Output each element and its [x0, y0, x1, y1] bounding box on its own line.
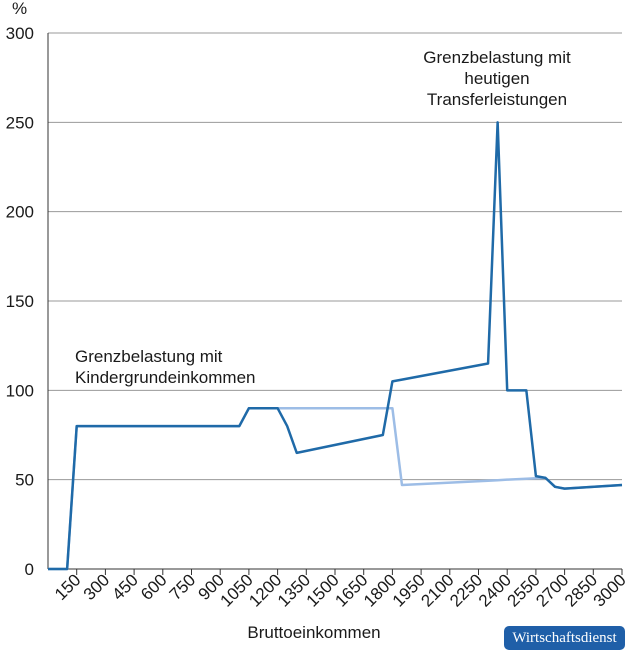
x-tick-label: 600 — [137, 570, 170, 603]
x-axis-label: Bruttoeinkommen — [247, 623, 380, 642]
y-tick-label: 200 — [6, 203, 34, 222]
x-tick-label: 750 — [166, 570, 199, 603]
annotation: heutigen — [464, 69, 529, 88]
annotation: Grenzbelastung mit — [75, 347, 223, 366]
x-tick-label: 3000 — [590, 570, 630, 610]
x-tick-label: 300 — [80, 570, 113, 603]
annotation: Grenzbelastung mit — [423, 48, 571, 67]
y-tick-label: 300 — [6, 24, 34, 43]
y-tick-label: 0 — [25, 560, 34, 579]
series-line — [48, 406, 623, 571]
x-tick-label: 450 — [108, 570, 141, 603]
y-axis-label: % — [12, 0, 27, 18]
source-badge: Wirtschaftsdienst — [504, 626, 625, 650]
y-tick-label: 50 — [15, 471, 34, 490]
y-tick-label: 150 — [6, 292, 34, 311]
y-tick-label: 100 — [6, 381, 34, 400]
series-line — [48, 121, 623, 571]
annotation: Transferleistungen — [427, 90, 567, 109]
y-tick-label: 250 — [6, 113, 34, 132]
x-tick-label: 150 — [51, 570, 84, 603]
annotation: Kindergrundeinkommen — [75, 368, 256, 387]
